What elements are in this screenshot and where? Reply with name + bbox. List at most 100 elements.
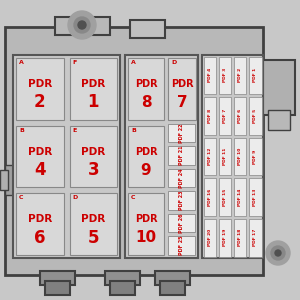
Bar [203,219,216,256]
Text: 3: 3 [87,161,99,179]
Text: B: B [131,128,136,133]
Text: PDF 9: PDF 9 [254,149,257,164]
Text: PDF 1: PDF 1 [254,68,257,83]
Text: C: C [19,195,23,200]
Text: PDF 19: PDF 19 [223,229,227,246]
Text: 10: 10 [135,230,157,245]
Bar [219,56,231,94]
Text: PDF 15: PDF 15 [223,188,227,206]
Bar [219,178,231,216]
Bar [40,271,75,285]
Text: PDF 7: PDF 7 [223,109,227,123]
Text: PDF 5: PDF 5 [254,109,257,123]
Bar [70,58,117,120]
Bar [160,281,185,295]
Bar [125,55,198,258]
Bar [70,193,117,255]
Text: PDF 18: PDF 18 [238,229,242,246]
Bar [168,169,195,187]
Text: PDF 23: PDF 23 [179,191,184,210]
Text: PDR: PDR [135,147,157,157]
Text: C: C [131,195,136,200]
Text: PDF 22: PDF 22 [179,123,184,143]
Bar [234,97,246,135]
Bar [203,138,216,175]
Text: PDF 3: PDF 3 [223,68,227,83]
Text: F: F [73,60,77,65]
Bar [16,193,64,255]
Bar [155,271,190,285]
Bar [219,219,231,256]
Bar [45,281,70,295]
Bar [234,56,246,94]
Text: 1: 1 [88,93,99,111]
Text: PDR: PDR [28,214,52,224]
Text: B: B [19,128,24,133]
Text: PDF 13: PDF 13 [254,188,257,206]
Bar [203,97,216,135]
Bar [219,138,231,175]
Text: 5: 5 [88,229,99,247]
Bar [219,97,231,135]
Bar [168,214,195,232]
Bar [168,124,195,142]
Text: PDF 17: PDF 17 [254,229,257,246]
Text: PDR: PDR [28,79,52,89]
Bar [16,58,64,120]
Bar [55,17,110,35]
Text: PDF 2: PDF 2 [238,68,242,83]
Text: 2: 2 [34,93,46,111]
Text: PDF 26: PDF 26 [179,213,184,233]
Bar [5,27,263,275]
Text: D: D [171,60,176,65]
Text: PDR: PDR [171,79,193,89]
Text: PDR: PDR [28,147,52,157]
Bar [203,56,216,94]
Circle shape [271,246,285,260]
Bar [110,281,135,295]
Bar [168,58,196,120]
Bar [249,138,262,175]
Text: 6: 6 [34,229,46,247]
Bar [203,178,216,216]
Text: PDR: PDR [135,79,157,89]
Bar [249,56,262,94]
Bar [128,193,164,255]
Bar [130,20,165,38]
Bar [202,55,263,258]
Bar [249,219,262,256]
Text: PDF 16: PDF 16 [208,188,212,206]
Bar [105,271,140,285]
Text: PDR: PDR [81,79,105,89]
Text: PDF 21: PDF 21 [179,146,184,165]
Bar [168,146,195,165]
Text: PDF 12: PDF 12 [208,148,212,165]
Bar [168,191,195,210]
Text: A: A [19,60,24,65]
Bar [234,138,246,175]
Circle shape [266,241,290,265]
Text: 7: 7 [177,95,187,110]
Text: 8: 8 [141,95,151,110]
Text: PDF 6: PDF 6 [238,109,242,123]
Circle shape [68,11,96,39]
Bar [128,126,164,187]
Circle shape [74,17,90,33]
Text: PDF 14: PDF 14 [238,188,242,206]
Bar [263,60,295,115]
Bar [168,236,195,255]
Bar [70,126,117,187]
Bar [249,97,262,135]
Text: PDF 20: PDF 20 [208,229,212,246]
Bar [249,178,262,216]
Bar [13,55,120,258]
Text: PDF 8: PDF 8 [208,109,212,123]
Text: PDF 4: PDF 4 [208,68,212,83]
Text: 9: 9 [141,163,151,178]
Text: E: E [73,128,77,133]
Text: PDF 25: PDF 25 [179,236,184,256]
Bar [268,110,290,130]
Text: D: D [73,195,78,200]
Text: 4: 4 [34,161,46,179]
Bar [5,165,13,195]
